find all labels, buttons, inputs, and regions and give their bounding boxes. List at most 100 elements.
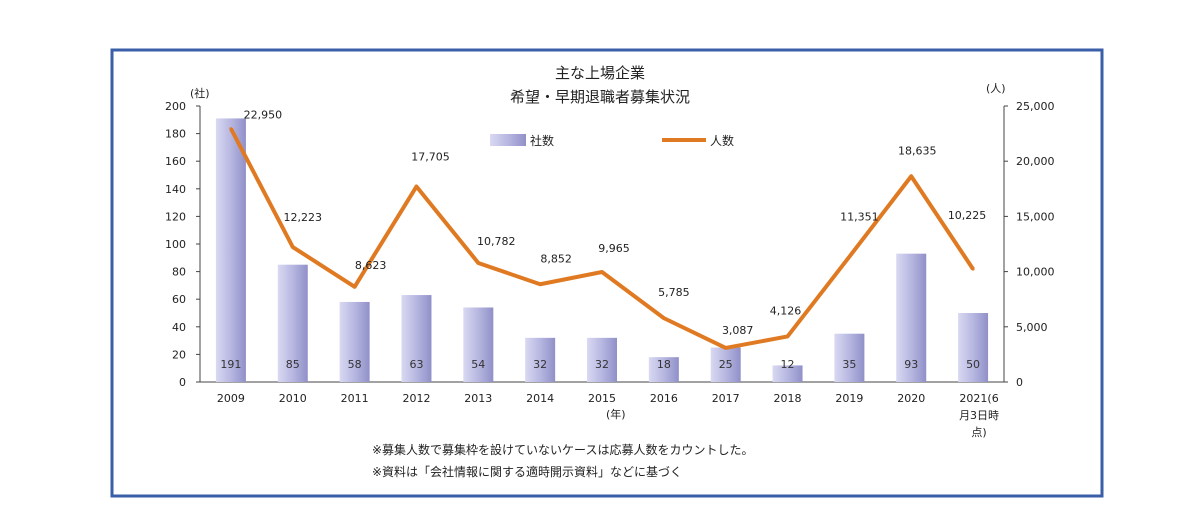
line-point [538, 282, 542, 286]
left-tick-label: 200 [165, 100, 186, 113]
category-label: 月3日時 [959, 409, 999, 422]
category-label: 2020 [897, 392, 925, 405]
right-tick-label: 20,000 [1016, 155, 1055, 168]
chart-subtitle: 希望・早期退職者募集状況 [510, 88, 690, 106]
line-point [291, 245, 295, 249]
bar [958, 313, 989, 382]
line-value-label: 22,950 [244, 109, 283, 122]
line-value-label: 18,635 [898, 144, 937, 157]
left-tick-label: 20 [172, 348, 186, 361]
line-series [229, 127, 975, 350]
x-axis-label: (年) [606, 407, 626, 421]
line-point [786, 334, 790, 338]
note-2: ※資料は「会社情報に関する適時開示資料」などに基づく [372, 464, 682, 479]
bar [525, 337, 556, 382]
bar-value-label: 35 [842, 358, 856, 371]
line-value-label: 8,623 [355, 259, 387, 272]
left-tick-label: 40 [172, 321, 186, 334]
right-tick-label: 15,000 [1016, 210, 1055, 223]
category-labels: 2009 2010 2011 2012 2013 2014 2015 2016 2017 2018… [217, 392, 999, 439]
bar-value-labels: 191 85 58 63 54 32 32 18 25 12 35 93 50 [220, 358, 980, 371]
note-1: ※募集人数で募集枠を設けていないケースは応募人数をカウントした。 [372, 442, 753, 457]
line-point [414, 185, 418, 189]
left-tick-label: 100 [165, 238, 186, 251]
line-value-label: 10,782 [477, 235, 516, 248]
bar [710, 347, 741, 382]
left-tick-label: 180 [165, 128, 186, 141]
left-tick-label: 80 [172, 266, 186, 279]
bar-value-label: 85 [286, 358, 300, 371]
line-value-label: 5,785 [658, 286, 690, 299]
line-point [476, 261, 480, 265]
category-label: 点) [971, 426, 986, 439]
line-point [909, 174, 913, 178]
bar [834, 333, 865, 382]
line-point [971, 267, 975, 271]
line-value-label: 3,087 [722, 324, 754, 337]
category-label: 2017 [712, 392, 740, 405]
bar-value-label: 25 [719, 358, 733, 371]
bar [648, 357, 679, 382]
category-label: 2015 [588, 392, 616, 405]
line-value-label: 11,351 [840, 211, 879, 224]
right-tick-label: 10,000 [1016, 266, 1055, 279]
line-value-label: 9,965 [598, 242, 630, 255]
bar [215, 118, 246, 383]
line-value-labels: 22,950 12,223 8,623 17,705 10,782 8,852 9,965 5… [244, 109, 987, 337]
legend: 社数 人数 [490, 133, 734, 148]
bar-value-label: 63 [409, 358, 423, 371]
chart-border [110, 48, 1104, 498]
bar-value-label: 18 [657, 358, 671, 371]
left-axis-unit: (社) [190, 86, 210, 100]
line-value-label: 8,852 [540, 252, 572, 265]
left-tick-label: 160 [165, 155, 186, 168]
category-label: 2014 [526, 392, 554, 405]
category-label: 2021(6 [959, 392, 998, 405]
category-label: 2018 [774, 392, 802, 405]
category-label: 2019 [835, 392, 863, 405]
line-point [600, 270, 604, 274]
bar-value-label: 54 [471, 358, 485, 371]
bar [463, 307, 494, 382]
right-tick-label: 25,000 [1016, 100, 1055, 113]
legend-bar-label: 社数 [530, 133, 554, 148]
legend-bar-swatch [490, 134, 526, 146]
bar-value-label: 32 [595, 358, 609, 371]
left-tick-labels: 0 20 40 60 80 100 120 140 160 180 200 [165, 100, 200, 389]
category-label: 2009 [217, 392, 245, 405]
bar-value-label: 32 [533, 358, 547, 371]
left-tick-label: 60 [172, 293, 186, 306]
legend-line-label: 人数 [710, 133, 734, 148]
chart-title: 主な上場企業 [555, 64, 645, 82]
right-tick-label: 5,000 [1016, 321, 1048, 334]
bar [277, 264, 308, 382]
line-value-label: 10,225 [948, 209, 987, 222]
line-point [724, 346, 728, 350]
category-label: 2010 [279, 392, 307, 405]
bar [339, 301, 370, 382]
right-tick-labels: 0 5,000 10,000 15,000 20,000 25,000 [1004, 100, 1055, 389]
bar-value-label: 191 [220, 358, 241, 371]
line-value-label: 12,223 [284, 211, 323, 224]
category-label: 2016 [650, 392, 678, 405]
line-value-label: 4,126 [770, 304, 802, 317]
line-point [662, 316, 666, 320]
line-point [847, 255, 851, 259]
right-axis-unit: (人) [986, 82, 1006, 95]
bar-value-label: 93 [904, 358, 918, 371]
line-value-label: 17,705 [411, 151, 450, 164]
bar-value-label: 12 [781, 358, 795, 371]
bar-series [215, 118, 989, 383]
right-tick-label: 0 [1016, 376, 1023, 389]
left-tick-label: 0 [179, 376, 186, 389]
bar [401, 295, 432, 382]
bar-value-label: 50 [966, 358, 980, 371]
left-tick-label: 120 [165, 210, 186, 223]
left-tick-label: 140 [165, 183, 186, 196]
line-point [229, 127, 233, 131]
bar [587, 337, 617, 382]
category-label: 2013 [464, 392, 492, 405]
bar [896, 253, 927, 382]
bar-value-label: 58 [348, 358, 362, 371]
